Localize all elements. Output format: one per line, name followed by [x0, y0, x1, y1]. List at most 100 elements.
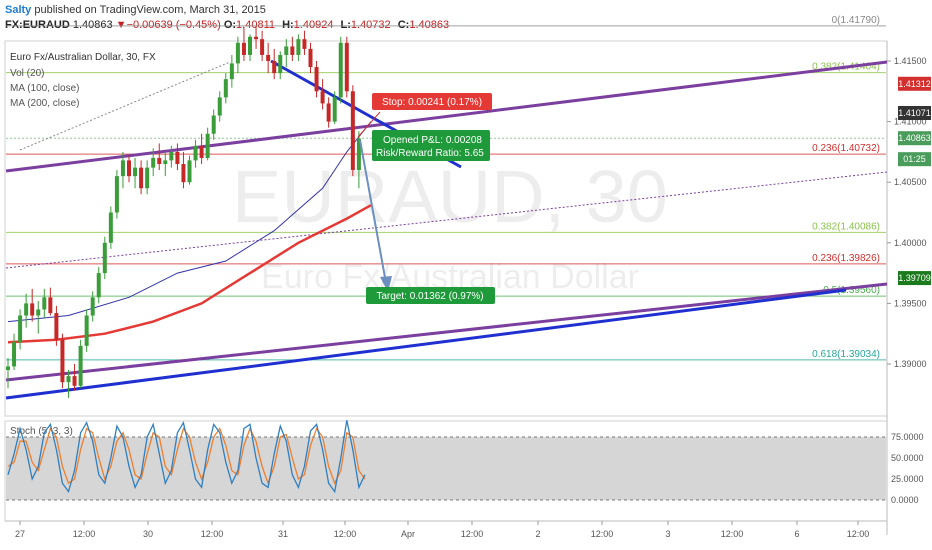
candle-body — [169, 151, 174, 161]
candle-body — [133, 167, 138, 177]
stoch-axis: 75.0000 50.0000 25.0000 0.0000 — [891, 432, 924, 505]
candle-body — [217, 97, 222, 116]
candle-body — [18, 315, 23, 343]
candle-body — [278, 54, 283, 74]
candle-body — [320, 91, 325, 104]
candle-body — [350, 91, 355, 171]
candle-body — [66, 376, 71, 383]
candle-body — [290, 46, 295, 55]
candle-body — [72, 376, 77, 386]
time-axis-label: 12:00 — [721, 529, 744, 539]
time-axis-label: 12:00 — [847, 529, 870, 539]
candle-body — [54, 313, 59, 340]
support-line[interactable] — [5, 288, 847, 400]
candle-body — [108, 212, 113, 243]
candle-body — [266, 54, 271, 61]
candle-body — [308, 48, 313, 68]
target-text: Target: 0.01362 (0.97%) — [376, 291, 483, 302]
stoch-k-line — [7, 420, 366, 494]
candle-body — [205, 133, 210, 158]
candle-body — [284, 46, 289, 55]
candle-body — [96, 273, 101, 298]
ohlc-header: FX:EURAUD 1.40863 ▼−0.00639 (−0.45%) O:1… — [5, 19, 453, 31]
legend-series[interactable]: Euro Fx/Australian Dollar, 30, FX — [10, 52, 156, 63]
author-name[interactable]: Salty — [5, 4, 32, 16]
candle-body — [145, 167, 150, 189]
stop-connector — [357, 111, 381, 138]
candle-body — [314, 67, 319, 92]
close-value: 1.40863 — [409, 19, 450, 31]
candle-body — [211, 115, 216, 134]
legend-vol[interactable]: Vol (20) — [10, 68, 44, 79]
time-axis-label: 12:00 — [201, 529, 224, 539]
time-axis-label: 27 — [15, 529, 25, 539]
risk-reward-text: Risk/Reward Ratio: 5.65 — [376, 148, 484, 159]
time-axis[interactable]: 27 12:00 30 12:00 31 12:00 Apr 12:00 2 12:00 3 12:0… — [15, 521, 869, 539]
fib-level-label: 0.236(1.39826) — [812, 253, 880, 264]
candle-body — [60, 339, 65, 383]
candle-body — [157, 157, 162, 165]
ma200-line — [7, 204, 372, 344]
candle-body — [114, 176, 119, 213]
stoch-label[interactable]: Stoch (5, 3, 3) — [10, 426, 73, 437]
price-tag-label: 1.40863 — [898, 133, 931, 143]
stoch-lines — [7, 420, 366, 494]
price-tag-label: 01:25 — [903, 154, 926, 164]
lower-channel-line[interactable] — [5, 282, 888, 382]
stop-box[interactable] — [372, 93, 492, 110]
candle-body — [199, 145, 204, 158]
target-arrow-line — [359, 139, 387, 284]
fib-level-label: 0.618(1.39034) — [812, 349, 880, 360]
candles[interactable] — [6, 25, 361, 398]
time-axis-label: 31 — [278, 529, 288, 539]
stoch-band — [6, 437, 886, 500]
candle-body — [229, 63, 234, 80]
candle-body — [254, 36, 259, 40]
price-tag-label: 1.41071 — [898, 108, 931, 118]
stoch-axis-label: 0.0000 — [891, 495, 919, 505]
candle-body — [36, 309, 41, 316]
price-tag — [898, 76, 931, 91]
fib-level-label: 0.5(1.39560) — [823, 285, 880, 296]
candle-body — [175, 151, 180, 165]
candle-body — [120, 160, 125, 177]
candle-body — [248, 36, 252, 55]
candle-body — [84, 315, 89, 346]
candle-body — [235, 42, 240, 64]
time-axis-label: 12:00 — [73, 529, 96, 539]
price-axis[interactable]: 1.41500 1.41000 1.40500 1.40000 1.39500 1.390… — [887, 56, 927, 369]
fib-trend-dotted-line — [19, 61, 231, 151]
candle-body — [42, 297, 47, 310]
legend-ma100[interactable]: MA (100, close) — [10, 83, 79, 94]
pnl-box[interactable] — [372, 130, 490, 161]
stoch-axis-label: 75.0000 — [891, 432, 924, 442]
candle-body — [344, 42, 349, 92]
candle-body — [272, 61, 277, 74]
price-tag — [898, 131, 931, 146]
candle-body — [12, 342, 17, 367]
ma100-line — [7, 121, 372, 323]
candle-body — [90, 297, 95, 316]
stoch-d-line — [7, 426, 366, 486]
time-axis-label: 6 — [794, 529, 799, 539]
stoch-axis-label: 50.0000 — [891, 453, 924, 463]
price-axis-label: 1.40000 — [894, 238, 927, 248]
target-box[interactable] — [366, 287, 495, 304]
candle-body — [302, 39, 307, 49]
price-tag-label: 1.41312 — [898, 79, 931, 89]
candle-body — [48, 297, 53, 314]
candle-body — [223, 79, 228, 98]
candle-body — [163, 160, 168, 165]
candle-body — [260, 39, 265, 55]
close-label: C: — [397, 19, 410, 31]
candle-body — [78, 345, 83, 386]
fib-level-label: 0.236(1.40732) — [812, 143, 880, 154]
fib-level-label: 0.382(1.40086) — [812, 221, 880, 232]
watermark-symbol: EURAUD, 30 — [232, 155, 668, 238]
price-tag — [898, 105, 931, 120]
price-axis-label: 1.39000 — [894, 359, 927, 369]
price-axis-label: 1.41000 — [894, 117, 927, 127]
opened-pnl-text: Opened P&L: 0.00208 — [383, 135, 482, 146]
legend-ma200[interactable]: MA (200, close) — [10, 98, 79, 109]
